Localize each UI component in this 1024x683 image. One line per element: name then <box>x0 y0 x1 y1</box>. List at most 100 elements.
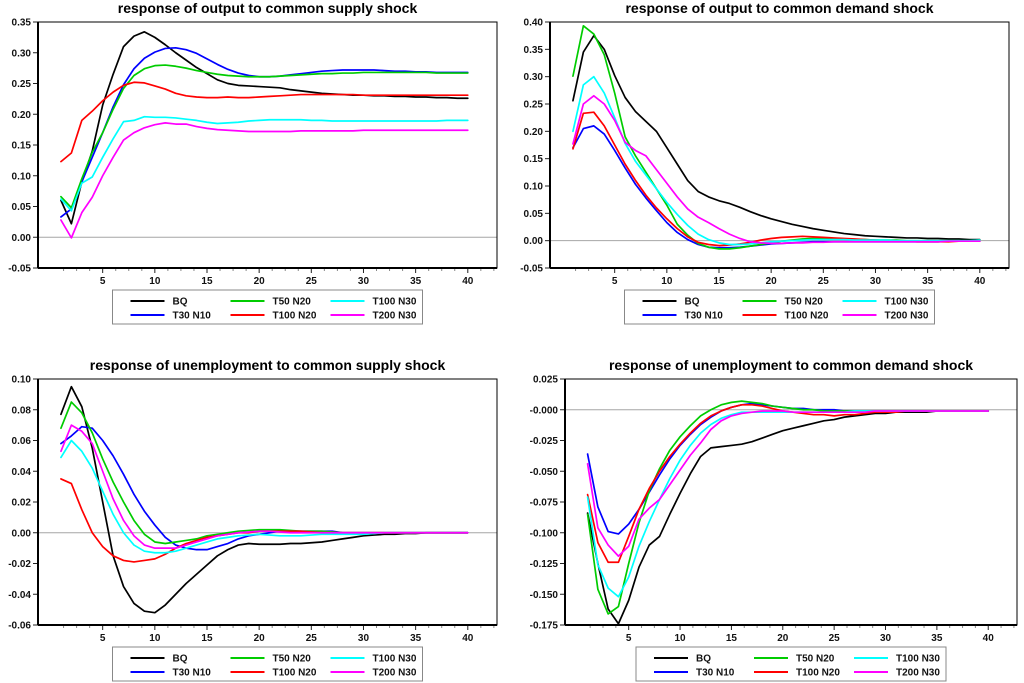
y-tick-label: 0.00 <box>12 233 32 244</box>
y-tick-label: 0.20 <box>12 110 32 121</box>
series-line-BQ <box>60 385 469 614</box>
chart-canvas-output-demand: response of output to common demand shoc… <box>520 0 1010 325</box>
series-line-T100-N30 <box>60 439 469 554</box>
chart-title: response of unemployment to common deman… <box>609 357 973 373</box>
legend-label-T30-N10: T30 N10 <box>173 668 212 679</box>
x-tick-label: 30 <box>358 633 370 644</box>
legend-box: BQ T50 N20 T100 N30 T30 N10 T100 N20 T200 N30 <box>624 289 935 325</box>
y-tick-label: 0.25 <box>524 100 544 111</box>
series-line-T30-N10 <box>572 125 981 249</box>
legend-label-T50-N20: T50 N20 <box>273 297 312 308</box>
x-tick-label: 5 <box>612 276 618 287</box>
y-tick-label: 0.02 <box>12 498 32 509</box>
y-tick-label: 0.20 <box>524 127 544 138</box>
series-line-T100-N20 <box>586 403 990 564</box>
y-tick-label: -0.025 <box>530 436 559 447</box>
legend-label-T30-N10: T30 N10 <box>685 311 724 322</box>
series-line-BQ <box>572 34 981 241</box>
series-line-T50-N20 <box>586 400 990 615</box>
series-line-T100-N30 <box>572 75 981 246</box>
legend-label-T100-N30: T100 N30 <box>373 297 417 308</box>
plot-area: 0.10 0.08 0.06 0.04 0.02 0.00 -0.02 -0.04 -0.06 5… <box>8 375 498 644</box>
x-tick-label: 25 <box>829 633 841 644</box>
legend-label-BQ: BQ <box>173 654 188 665</box>
plot-area: 0.40 0.35 0.30 0.25 0.20 0.15 0.10 0.05 0.00 -0.0… <box>520 18 1010 287</box>
series-line-T100-N30 <box>60 115 469 212</box>
x-tick-label: 15 <box>726 633 738 644</box>
x-tick-label: 15 <box>201 633 213 644</box>
y-tick-label: -0.06 <box>8 621 31 632</box>
chart-canvas-unemployment-supply: response of unemployment to common suppl… <box>8 357 498 682</box>
legend-label-T100-N20: T100 N20 <box>273 311 317 322</box>
series-line-T200-N30 <box>586 410 990 557</box>
legend-label-T200-N30: T200 N30 <box>373 311 417 322</box>
chart-output-supply-shock: response of output to common supply shoc… <box>0 0 512 341</box>
x-tick-label: 25 <box>306 276 318 287</box>
legend-label-T100-N20: T100 N20 <box>785 311 829 322</box>
y-tick-label: -0.150 <box>530 590 559 601</box>
y-tick-label: 0.04 <box>12 467 32 478</box>
y-tick-label: 0.30 <box>12 48 32 59</box>
y-tick-label: -0.125 <box>530 559 559 570</box>
legend-label-T100-N30: T100 N30 <box>885 297 929 308</box>
x-tick-label: 5 <box>100 633 106 644</box>
legend-label-T200-N30: T200 N30 <box>373 668 417 679</box>
x-tick-label: 20 <box>254 276 266 287</box>
legend-label-T200-N30: T200 N30 <box>885 311 929 322</box>
legend-label-T100-N20: T100 N20 <box>273 668 317 679</box>
x-tick-label: 10 <box>149 633 161 644</box>
chart-canvas-output-supply: response of output to common supply shoc… <box>8 0 498 325</box>
legend-box: BQ T50 N20 T100 N30 T30 N10 T100 N20 T200 N30 <box>635 646 947 682</box>
y-tick-label: 0.35 <box>12 18 32 29</box>
y-tick-label: 0.10 <box>524 182 544 193</box>
chart-title: response of output to common supply shoc… <box>118 0 418 16</box>
legend-label-T50-N20: T50 N20 <box>785 297 824 308</box>
plot-frame <box>549 21 1010 269</box>
series-line-BQ <box>586 410 990 625</box>
y-tick-label: 0.15 <box>524 154 544 165</box>
y-tick-label: 0.06 <box>12 436 32 447</box>
plot-area: 0.35 0.30 0.25 0.20 0.15 0.10 0.05 0.00 -0.05 5 10… <box>8 18 498 287</box>
legend-label-BQ: BQ <box>685 297 700 308</box>
x-tick-label: 40 <box>462 276 474 287</box>
y-tick-label: 0.025 <box>533 375 558 386</box>
y-tick-label: -0.02 <box>8 559 31 570</box>
x-tick-label: 35 <box>922 276 934 287</box>
y-tick-label: 0.10 <box>12 375 32 386</box>
series-line-T100-N30 <box>586 410 990 598</box>
y-tick-label: 0.40 <box>524 18 544 29</box>
y-tick-label: 0.15 <box>12 141 32 152</box>
y-tick-label: 0.35 <box>524 45 544 56</box>
x-tick-label: 30 <box>880 633 892 644</box>
x-tick-label: 40 <box>983 633 995 644</box>
plot-area: 0.025 -0.000 -0.025 -0.050 -0.075 -0.100 -0.12… <box>530 375 1018 644</box>
y-tick-label: -0.05 <box>8 264 31 275</box>
chart-unemployment-demand-shock: response of unemployment to common deman… <box>512 341 1024 683</box>
x-tick-label: 35 <box>410 276 422 287</box>
legend-label-T30-N10: T30 N10 <box>696 668 735 679</box>
x-tick-label: 40 <box>462 633 474 644</box>
legend-box: BQ T50 N20 T100 N30 T30 N10 T100 N20 T200 N30 <box>112 289 423 325</box>
series-line-T200-N30 <box>60 424 469 549</box>
legend-label-T50-N20: T50 N20 <box>273 654 312 665</box>
legend-label-T100-N30: T100 N30 <box>373 654 417 665</box>
legend-frame <box>635 646 947 682</box>
legend-frame <box>112 289 423 325</box>
legend-box: BQ T50 N20 T100 N30 T30 N10 T100 N20 T200 N30 <box>112 646 423 682</box>
y-tick-label: 0.10 <box>12 171 32 182</box>
legend-label-BQ: BQ <box>696 654 711 665</box>
x-tick-label: 25 <box>818 276 830 287</box>
legend-label-T200-N30: T200 N30 <box>896 668 940 679</box>
x-tick-label: 40 <box>974 276 986 287</box>
series-line-T200-N30 <box>60 122 469 239</box>
y-tick-label: 0.30 <box>524 72 544 83</box>
y-tick-label: -0.050 <box>530 467 559 478</box>
y-tick-label: 0.00 <box>12 528 32 539</box>
series-line-T100-N20 <box>572 111 981 247</box>
y-tick-label: -0.075 <box>530 498 559 509</box>
x-tick-label: 5 <box>626 633 632 644</box>
x-tick-label: 30 <box>870 276 882 287</box>
y-tick-label: -0.000 <box>530 405 559 416</box>
series-line-T200-N30 <box>572 94 981 245</box>
